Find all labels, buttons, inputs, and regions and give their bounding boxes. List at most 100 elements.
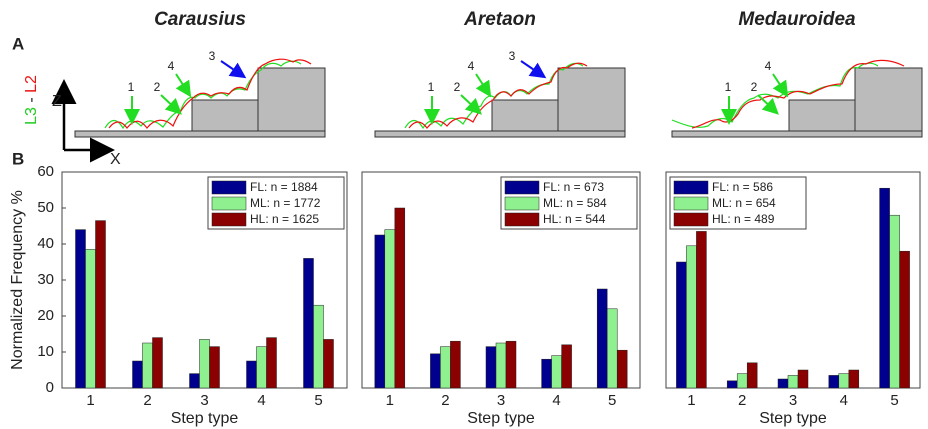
bar	[246, 360, 257, 389]
bar	[313, 304, 324, 389]
leg-a: L3	[23, 107, 40, 125]
diagram: 1 24	[671, 59, 923, 138]
leg-b: L2	[23, 75, 40, 93]
y-tick-label: 40	[37, 235, 54, 252]
x-tick-label: 1	[687, 392, 695, 409]
bar	[394, 207, 406, 389]
bar	[374, 234, 386, 389]
legend-swatch	[211, 180, 247, 195]
ground	[671, 130, 923, 138]
x-axis-label: Step type	[171, 410, 239, 427]
x-tick-label: 2	[738, 392, 746, 409]
y-tick-label: 0	[46, 379, 54, 396]
bar	[85, 249, 96, 389]
bar	[189, 373, 200, 389]
legend-label: HL: n = 544	[543, 212, 606, 226]
bar	[848, 369, 860, 389]
leg-pair-label: L3 - L2	[23, 75, 40, 125]
x-tick-label: 5	[608, 392, 616, 409]
step-annotation: 3	[209, 49, 216, 63]
x-tick-label: 3	[789, 392, 797, 409]
bar	[209, 346, 220, 389]
bar	[797, 369, 809, 389]
x-label: X	[110, 151, 121, 168]
step-annotation: 4	[468, 59, 475, 73]
trace-l2	[108, 58, 312, 129]
legend-swatch	[673, 180, 709, 195]
bar	[777, 378, 789, 389]
bar	[303, 258, 314, 389]
x-tick-label: 2	[441, 392, 449, 409]
step-annotation: 1	[725, 80, 732, 94]
bar	[828, 375, 840, 389]
bar	[199, 339, 210, 389]
legend-swatch	[673, 196, 709, 211]
annotation-arrow	[220, 60, 247, 79]
x-axis-label: Step type	[759, 410, 827, 427]
annotation-arrow	[772, 73, 789, 98]
step-low	[491, 99, 559, 132]
x-tick-label: 5	[890, 392, 898, 409]
bar	[596, 288, 608, 389]
legend-swatch	[673, 212, 709, 227]
panel-label: A	[12, 34, 24, 53]
bar	[132, 360, 143, 389]
step-annotation: 2	[454, 80, 461, 94]
bar	[551, 355, 562, 389]
bar	[485, 346, 497, 389]
legend-label: FL: n = 673	[543, 180, 604, 194]
legend-swatch	[504, 212, 540, 227]
bar	[541, 358, 552, 389]
step-high	[557, 67, 626, 132]
step-annotation: 2	[154, 80, 161, 94]
bar	[746, 362, 758, 389]
step-annotation: 1	[428, 80, 435, 94]
y-tick-label: 20	[37, 307, 54, 324]
x-tick-label: 3	[497, 392, 505, 409]
chart-title: Aretaon	[463, 9, 536, 30]
legend-label: FL: n = 586	[712, 180, 773, 194]
bar	[616, 349, 628, 389]
x-tick-label: 5	[314, 392, 322, 409]
bar	[75, 229, 86, 389]
annotation-arrow	[520, 60, 547, 79]
bar	[606, 308, 618, 389]
legend-label: FL: n = 1884	[250, 180, 318, 194]
chart-title: Medauroidea	[738, 9, 856, 30]
bar	[384, 229, 396, 389]
bar	[505, 340, 517, 389]
y-tick-label: 50	[37, 199, 54, 216]
bar	[450, 340, 461, 389]
step-annotation: 1	[128, 80, 135, 94]
x-tick-label: 4	[552, 392, 560, 409]
legend-label: ML: n = 584	[543, 196, 607, 210]
x-tick-label: 3	[200, 392, 208, 409]
annotation-arrow	[460, 94, 482, 115]
bar	[838, 373, 850, 389]
legend-swatch	[504, 180, 540, 195]
annotation-arrow	[175, 73, 192, 98]
legend-swatch	[504, 196, 540, 211]
bar	[696, 231, 707, 389]
diagram: 1 2 3 4	[374, 49, 626, 138]
y-axis-label: Normalized Frequency %	[9, 190, 26, 370]
y-tick-label: 60	[37, 163, 54, 180]
bar	[440, 346, 451, 389]
bar	[787, 375, 799, 389]
x-tick-label: 4	[257, 392, 265, 409]
legend-label: HL: n = 489	[712, 212, 775, 226]
ground	[374, 130, 626, 138]
step-low	[788, 99, 856, 132]
bar	[736, 373, 748, 389]
ground	[74, 130, 326, 138]
x-tick-label: 2	[143, 392, 151, 409]
bar	[266, 337, 277, 389]
x-axis-label: Step type	[467, 410, 535, 427]
bar	[95, 220, 106, 389]
x-tick-label: 1	[86, 392, 94, 409]
legend-label: HL: n = 1625	[250, 212, 319, 226]
step-annotation: 4	[168, 59, 175, 73]
bar	[495, 342, 507, 389]
bar	[430, 353, 441, 389]
diagram: 1 2 3 4	[74, 49, 326, 138]
